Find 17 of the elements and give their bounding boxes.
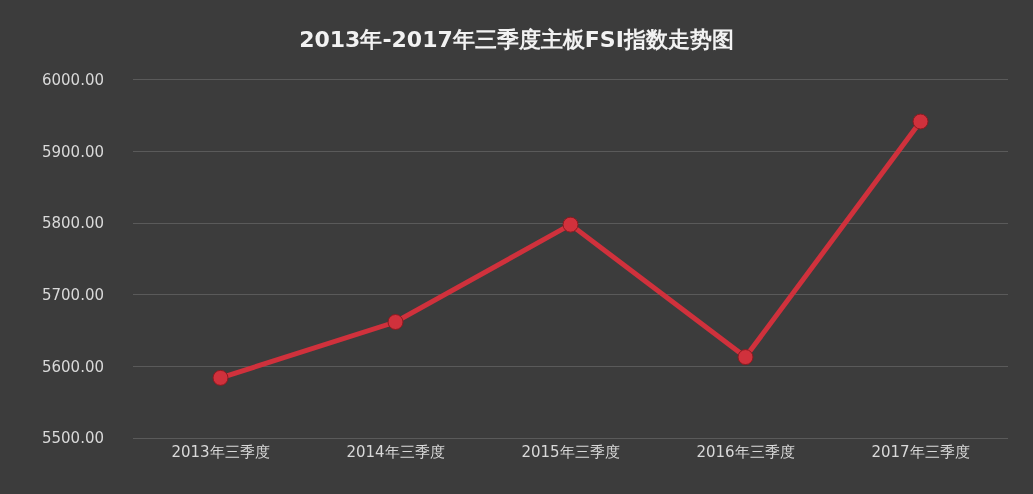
y-tick-label: 6000.00 bbox=[41, 71, 104, 90]
point bbox=[212, 369, 229, 386]
chart-title: 2013年-2017年三季度主板FSI指数走势图 bbox=[299, 27, 734, 53]
x-tick-label: 2014年三季度 bbox=[346, 443, 445, 461]
point bbox=[387, 314, 404, 330]
point bbox=[562, 216, 579, 233]
y-tick-label: 5500.00 bbox=[41, 429, 104, 448]
x-tick-label: 2015年三季度 bbox=[521, 443, 620, 461]
y-tick-label: 5800.00 bbox=[41, 214, 104, 233]
x-tick-label: 2013年三季度 bbox=[171, 443, 270, 461]
y-tick-label: 5700.00 bbox=[41, 286, 104, 305]
y-tick-label: 5600.00 bbox=[41, 357, 104, 376]
y-tick-label: 5900.00 bbox=[41, 142, 104, 161]
x-tick-label: 2016年三季度 bbox=[696, 443, 795, 461]
x-tick-label: 2017年三季度 bbox=[871, 443, 970, 461]
point bbox=[737, 349, 754, 366]
point bbox=[912, 113, 929, 130]
